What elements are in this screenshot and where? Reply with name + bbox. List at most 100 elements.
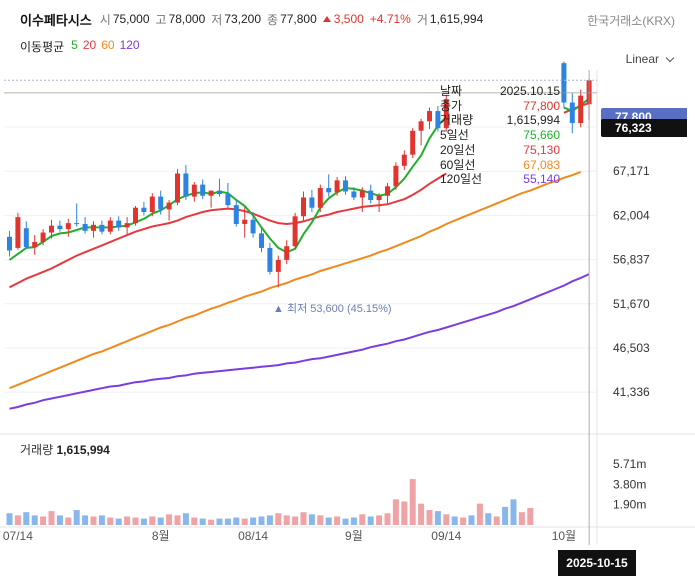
volume-value: 1,615,994 [429, 12, 484, 26]
ma20-line [9, 172, 447, 289]
volume-bar [73, 510, 80, 525]
candle-body [250, 219, 256, 234]
high-marker-icon [560, 82, 567, 87]
volume-bar [460, 517, 467, 525]
candle-body [242, 219, 248, 224]
y-tick-label: 56,837 [613, 253, 650, 267]
stock-name: 이수페타시스 [20, 12, 92, 28]
volume-bar [132, 517, 139, 525]
volume-bar [241, 518, 248, 525]
candle-body [57, 225, 63, 230]
volume-bar [40, 516, 47, 525]
change-value: 3,500 [333, 12, 364, 26]
tip-ma120-value: 55,140 [523, 172, 560, 187]
candle-body [32, 241, 38, 248]
crosshair-tooltip: 날짜 2025.10.15 종가 77,800 거래량 1,615,994 5일선 75… [440, 84, 560, 187]
volume-tick-label: 1.90m [613, 498, 646, 512]
volume-panel-label: 거래량 [20, 443, 54, 457]
volume-bar [418, 503, 425, 525]
volume-bar [434, 511, 441, 525]
up-arrow-icon [322, 16, 331, 22]
candle-body [401, 154, 407, 166]
candle-body [233, 205, 239, 224]
candle-body [82, 223, 88, 231]
volume-bar [367, 516, 374, 525]
volume-bar [250, 517, 257, 525]
volume-panel-value: 1,615,994 [56, 443, 110, 457]
volume-bar [14, 515, 21, 525]
candle-body [158, 196, 164, 210]
x-tick-label: 10월 [552, 529, 576, 543]
candle-body [284, 246, 290, 260]
candle-body [107, 220, 113, 232]
tip-ma120-label: 120일선 [440, 172, 483, 187]
volume-bar [258, 516, 265, 525]
volume-bar [401, 501, 408, 525]
candle-body [443, 99, 449, 129]
x-tick-label: 8월 [152, 529, 170, 543]
volume-bar [300, 512, 307, 525]
tip-ma60-value: 67,083 [523, 157, 560, 172]
volume-bar [48, 511, 55, 525]
tip-close-value: 77,800 [523, 98, 560, 113]
volume-bar [182, 513, 189, 525]
volume-bar [191, 517, 198, 525]
open-label: 시 [99, 12, 111, 27]
scale-dropdown[interactable]: Linear [626, 52, 675, 66]
volume-bar [208, 519, 215, 525]
volume-bar [199, 518, 206, 525]
volume-bar [384, 513, 391, 525]
tip-ma5-label: 5일선 [440, 128, 469, 143]
tip-date-value: 2025.10.15 [499, 84, 560, 98]
tip-volume-label: 거래량 [440, 113, 474, 128]
candle-body [124, 223, 130, 228]
candle-body [191, 184, 197, 197]
ma-legend-60[interactable]: 60 [101, 38, 115, 52]
candle-body [418, 121, 424, 131]
volume-bar [56, 515, 63, 525]
volume-bar [493, 516, 500, 525]
volume-bar [502, 506, 509, 525]
change-percent: +4.71% [369, 12, 411, 26]
volume-bar [283, 515, 290, 525]
ma-legend-5[interactable]: 5 [71, 38, 78, 52]
candle-body [359, 190, 365, 198]
y-tick-label: 62,004 [613, 208, 650, 222]
ma-legend-20[interactable]: 20 [82, 38, 97, 52]
candle-body [200, 184, 206, 196]
candle-body [326, 188, 332, 193]
low-label: 저 [211, 12, 223, 27]
candle-body [368, 190, 374, 201]
candle-body [65, 223, 71, 230]
tip-ma20-label: 20일선 [440, 142, 476, 157]
crosshair-date-badge: 2025-10-15 [558, 550, 636, 576]
candle-body [133, 207, 138, 224]
candle-body [376, 195, 382, 201]
volume-bar [350, 517, 357, 525]
ma-legend-120[interactable]: 120 [119, 38, 140, 52]
volume-bar [65, 517, 72, 525]
candle-body [427, 111, 432, 122]
candle-body [166, 202, 172, 210]
x-tick-label: 9월 [345, 529, 363, 543]
volume-bar [518, 512, 525, 525]
volume-bar [334, 516, 341, 525]
volume-bar [359, 514, 366, 525]
volume-bar [6, 513, 13, 525]
candle-body [225, 194, 231, 206]
candle-body [267, 247, 273, 272]
candle-body [141, 207, 147, 212]
candle-body [183, 173, 189, 197]
candle-body [393, 165, 399, 187]
candle-body [309, 197, 315, 208]
volume-bar [174, 515, 181, 525]
volume-label: 거 [416, 12, 428, 27]
volume-bar [107, 517, 114, 525]
candle-body [410, 130, 416, 155]
candle-body [343, 180, 348, 192]
candle-body [292, 216, 298, 247]
volume-bar [409, 479, 416, 525]
volume-bar [308, 514, 315, 525]
volume-bar [510, 499, 517, 525]
